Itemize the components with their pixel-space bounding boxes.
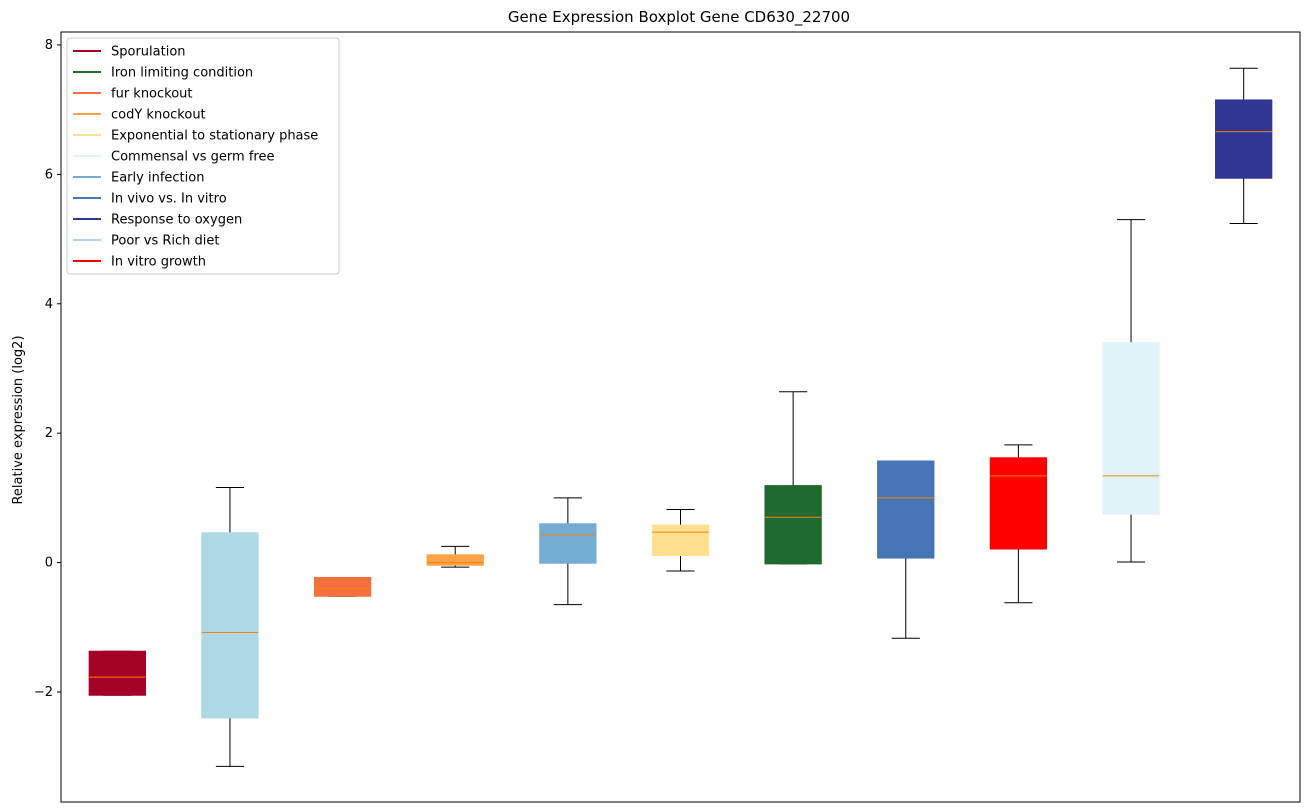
y-tick-label: 6 xyxy=(45,167,53,182)
box-body xyxy=(877,460,935,559)
box-8 xyxy=(877,460,935,639)
box-2 xyxy=(201,487,259,767)
legend-label: In vivo vs. In vitro xyxy=(111,192,227,207)
axes-layer: −2 0 2 4 6 8 xyxy=(34,31,1301,803)
legend-label: Response to oxygen xyxy=(111,213,242,228)
box-body xyxy=(1102,342,1160,515)
y-tick-label: 8 xyxy=(45,38,53,53)
y-tick-label: 4 xyxy=(45,297,53,312)
box-body xyxy=(1215,99,1273,179)
legend-label: codY knockout xyxy=(111,108,206,123)
legend-label: Poor vs Rich diet xyxy=(111,234,219,249)
y-axis-label: Relative expression (log2) xyxy=(11,335,26,504)
box-4 xyxy=(426,545,484,568)
plot-frame xyxy=(60,31,1301,803)
y-tick-label: 0 xyxy=(45,556,53,571)
box-11 xyxy=(1215,67,1273,225)
legend-label: Early infection xyxy=(111,171,204,186)
legend-label: Exponential to stationary phase xyxy=(111,129,318,144)
legend-label: Commensal vs germ free xyxy=(111,150,274,165)
boxes-layer xyxy=(88,67,1273,767)
legend-label: Iron limiting condition xyxy=(111,66,253,81)
box-10 xyxy=(1102,219,1160,563)
box-body xyxy=(313,576,372,597)
box-1 xyxy=(88,650,146,696)
box-3 xyxy=(313,576,372,597)
box-body xyxy=(651,524,710,556)
legend: Sporulation Iron limiting condition fur kn… xyxy=(66,37,340,275)
box-6 xyxy=(651,509,710,572)
box-body xyxy=(764,485,822,565)
legend-label: In vitro growth xyxy=(111,255,206,270)
y-tick-label: 2 xyxy=(45,426,53,441)
box-5 xyxy=(539,497,597,606)
y-tick-label: −2 xyxy=(34,685,53,700)
box-body xyxy=(989,457,1048,550)
box-body xyxy=(88,650,146,696)
box-9 xyxy=(989,444,1048,604)
box-body xyxy=(539,523,597,564)
legend-frame xyxy=(66,37,340,275)
box-body xyxy=(201,532,259,719)
box-7 xyxy=(764,391,822,565)
box-body xyxy=(426,554,484,566)
legend-label: fur knockout xyxy=(111,87,193,102)
chart-title: Gene Expression Boxplot Gene CD630_22700 xyxy=(508,8,850,27)
legend-label: Sporulation xyxy=(111,45,186,60)
